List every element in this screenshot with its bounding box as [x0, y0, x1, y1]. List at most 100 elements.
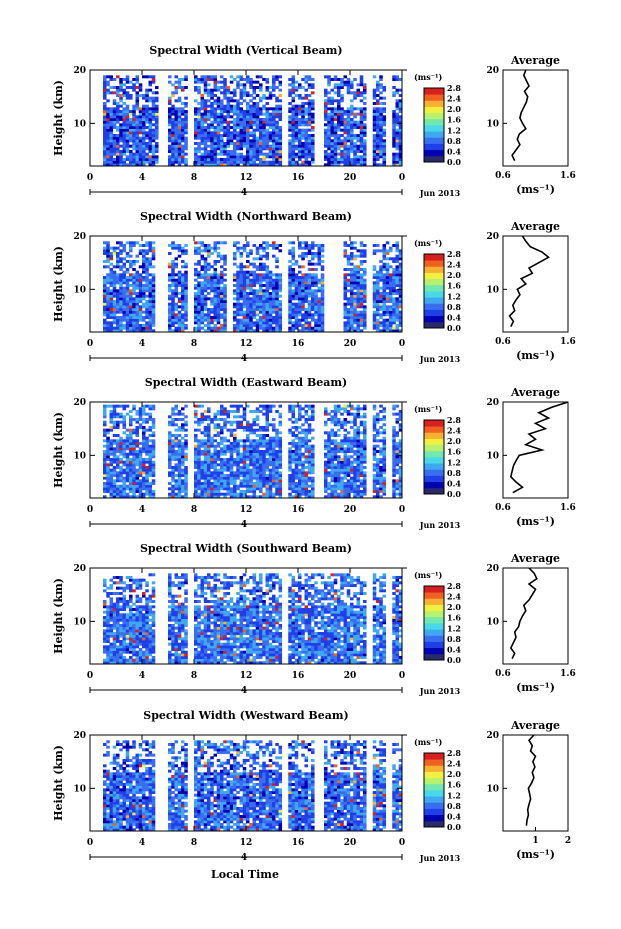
heatmap-cell — [304, 160, 309, 164]
heatmap-cell — [343, 249, 348, 253]
colorbar-tick-label: 1.6 — [447, 115, 461, 125]
heatmap-cell — [216, 442, 221, 445]
heatmap-cell — [135, 318, 140, 322]
heatmap-cell — [200, 321, 205, 325]
date-label: Jun 2013 — [419, 188, 461, 198]
heatmap-cell — [298, 107, 302, 111]
heatmap-cell — [207, 131, 211, 135]
heatmap-cell — [356, 163, 361, 167]
heatmap-cell — [246, 134, 250, 137]
heatmap-cell — [103, 88, 107, 92]
colorbar-tick-label: 0.8 — [447, 136, 461, 146]
heatmap-cell — [288, 152, 292, 156]
heatmap-cell — [181, 442, 185, 445]
heatmap-cell — [395, 324, 400, 327]
heatmap-cell — [125, 404, 130, 408]
heatmap-cell — [265, 286, 270, 290]
heatmap-cell — [151, 452, 156, 456]
heatmap-cell — [203, 273, 208, 277]
heatmap-cell — [220, 476, 224, 480]
heatmap-cell — [350, 160, 354, 164]
heatmap-cell — [203, 104, 208, 108]
heatmap-cell — [265, 254, 270, 258]
heatmap-cell — [392, 297, 396, 301]
heatmap-cell — [356, 286, 361, 290]
heatmap-cell — [129, 123, 133, 127]
heatmap-cell — [184, 490, 188, 493]
heatmap-cell — [350, 91, 354, 95]
heatmap-cell — [272, 139, 276, 143]
heatmap-cell — [200, 147, 205, 151]
heatmap-cell — [116, 107, 120, 111]
heatmap-cell — [330, 78, 335, 81]
heatmap-cell — [142, 487, 146, 491]
heatmap-cell — [207, 278, 211, 282]
heatmap-cell — [356, 321, 361, 325]
heatmap-cell — [242, 118, 247, 121]
heatmap-cell — [382, 150, 387, 153]
heatmap-cell — [103, 292, 107, 295]
heatmap-cell — [116, 426, 120, 429]
heatmap-cell — [304, 254, 309, 258]
colorbar-swatch — [424, 297, 444, 304]
heatmap-cell — [262, 297, 266, 301]
heatmap-cell — [119, 476, 123, 480]
heatmap-cell — [145, 265, 149, 269]
heatmap-cell — [197, 86, 201, 89]
heatmap-cell — [226, 107, 231, 111]
heatmap-cell — [229, 450, 234, 453]
heatmap-cell — [268, 308, 273, 311]
heatmap-cell — [382, 139, 387, 143]
heatmap-cell — [129, 447, 133, 451]
heatmap-cell — [145, 142, 149, 145]
heatmap-cell — [272, 131, 276, 135]
heatmap-cell — [304, 316, 309, 319]
heatmap-cell — [236, 118, 240, 121]
heatmap-cell — [268, 329, 273, 333]
heatmap-cell — [242, 276, 247, 279]
heatmap-cell — [262, 273, 266, 277]
heatmap-cell — [343, 321, 348, 325]
heatmap-cell — [122, 450, 127, 453]
heatmap-cell — [151, 495, 156, 499]
heatmap-cell — [236, 102, 240, 105]
heatmap-cell — [307, 300, 312, 303]
heatmap-cell — [324, 115, 328, 119]
heatmap-cell — [327, 115, 331, 119]
heatmap-cell — [223, 474, 227, 477]
heatmap-cell — [311, 294, 315, 298]
heatmap-cell — [138, 318, 143, 322]
heatmap-cell — [372, 310, 377, 314]
heatmap-cell — [379, 126, 383, 129]
heatmap-cell — [382, 246, 387, 250]
heatmap-cell — [184, 139, 188, 143]
heatmap-cell — [311, 142, 315, 145]
heatmap-cell — [330, 128, 335, 132]
heatmap-cell — [275, 123, 279, 127]
y-axis-label: Height (km) — [52, 80, 65, 156]
heatmap-cell — [200, 439, 205, 443]
heatmap-cell — [314, 268, 318, 271]
heatmap-cell — [112, 302, 117, 306]
heatmap-cell — [184, 439, 188, 443]
heatmap-cell — [353, 265, 357, 269]
heatmap-cell — [174, 142, 179, 145]
heatmap-cell — [213, 490, 218, 493]
heatmap-cell — [233, 316, 237, 319]
heatmap-cell — [252, 308, 257, 311]
heatmap-cell — [129, 131, 133, 135]
heatmap-cell — [359, 160, 364, 164]
heatmap-cell — [220, 431, 224, 435]
heatmap-cell — [288, 155, 292, 159]
heatmap-cell — [236, 86, 240, 89]
heatmap-cell — [132, 490, 136, 493]
heatmap-cell — [203, 112, 208, 116]
heatmap-cell — [122, 302, 127, 306]
heatmap-cell — [398, 278, 403, 282]
heatmap-cell — [112, 450, 117, 453]
heatmap-cell — [236, 308, 240, 311]
heatmap-cell — [398, 94, 403, 97]
heatmap-cell — [148, 444, 153, 448]
heatmap-cell — [112, 252, 117, 255]
heatmap-cell — [372, 96, 377, 100]
